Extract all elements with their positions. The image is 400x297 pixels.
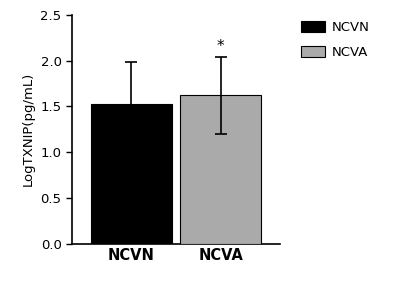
Bar [90,105,172,244]
Y-axis label: LogTXNIP(pg/mL): LogTXNIP(pg/mL) [22,72,35,186]
Bar [180,95,262,244]
Text: *: * [217,39,224,54]
Legend: NCVN, NCVA: NCVN, NCVA [297,17,373,63]
